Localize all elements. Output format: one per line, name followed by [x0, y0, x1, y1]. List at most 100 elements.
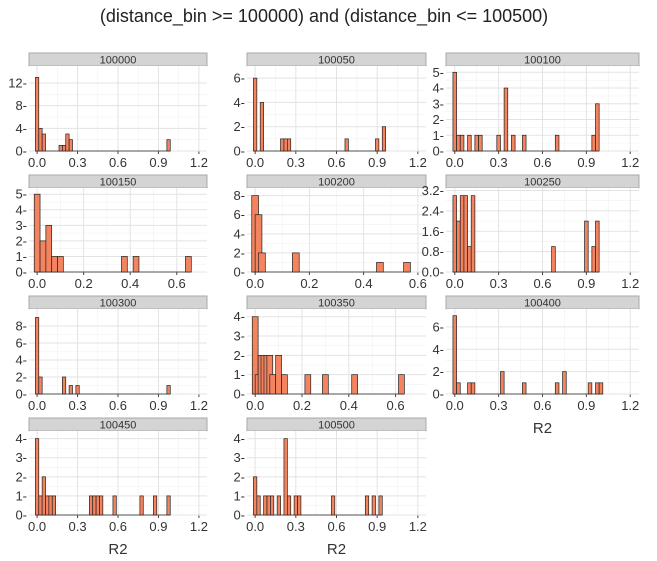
histogram-bar [297, 495, 302, 516]
histogram-bar [522, 134, 527, 152]
y-tick-label: 1- [233, 367, 245, 382]
x-tick-label: 0.6 [533, 155, 551, 170]
histogram-bar [554, 382, 560, 395]
histogram-bar [378, 495, 383, 516]
x-tick-label: 0.9 [577, 155, 595, 170]
x-tick-label: 0.9 [368, 519, 386, 534]
x-tick-label: 0.6 [109, 155, 127, 170]
histogram-bar [41, 476, 46, 516]
y-tick-label: 4- [233, 226, 245, 241]
histogram-bar [371, 495, 376, 516]
histogram-bar [375, 138, 380, 152]
facet-strip-label: 100500 [318, 420, 355, 432]
facet-panel-100300: 100300 0.0 0.3 0.6 0.9 1.2 0- 2- 4- 6- 8- [15, 295, 208, 413]
histogram-bar [39, 240, 47, 273]
x-tick-label: 0.0 [446, 155, 464, 170]
histogram-bar [459, 134, 465, 152]
histogram-bar [467, 382, 472, 395]
y-tick-label: 0- [432, 387, 444, 402]
y-tick-label: 4- [233, 95, 245, 110]
histogram-bar [478, 134, 483, 152]
x-tick-label: 0.9 [577, 276, 595, 291]
y-tick-label: 4- [233, 309, 245, 324]
histogram-bar [95, 495, 100, 516]
x-tick-label: 0.0 [246, 398, 264, 413]
y-tick-label: 1- [15, 249, 27, 264]
facet-strip-label: 100200 [318, 177, 355, 189]
y-tick-label: 2- [233, 348, 245, 363]
histogram-bar [62, 144, 67, 152]
x-tick-label: 0.6 [533, 276, 551, 291]
histogram-bar [166, 385, 171, 395]
y-tick-label: 1- [432, 128, 444, 143]
x-tick-label: 1.2 [621, 276, 639, 291]
y-tick-label: 3.2- [422, 183, 444, 198]
y-tick-label: 6- [15, 336, 27, 351]
histogram-bar [470, 382, 476, 395]
histogram-bar [452, 71, 457, 152]
x-tick-label: 0.6 [327, 155, 345, 170]
y-tick-label: 3- [15, 218, 27, 233]
facet-strip-label: 100250 [524, 177, 561, 189]
histogram-bar [595, 220, 600, 273]
facet-strip-label: 100400 [524, 298, 561, 310]
histogram-bar [459, 195, 465, 273]
y-tick-label: 8- [233, 188, 245, 203]
facet-strip-label: 100450 [100, 420, 137, 432]
x-axis-title: R2 [327, 541, 346, 558]
histogram-bar [522, 382, 527, 395]
histogram-bar [48, 495, 53, 516]
histogram-bar [598, 382, 604, 395]
facet-panel-100050: 100050 0.0 0.3 0.6 0.9 1.2 0- 2- 4- 6- [233, 52, 427, 170]
y-tick-label: 1- [15, 488, 27, 503]
y-tick-label: 0- [15, 508, 27, 523]
histogram-bar [38, 376, 43, 395]
x-axis-title: R2 [533, 420, 552, 437]
y-tick-label: 0.8- [422, 244, 444, 259]
facet-strip-label: 100100 [524, 55, 561, 67]
x-tick-label: 0.2 [75, 276, 93, 291]
x-tick-label: 0.0 [246, 155, 264, 170]
histogram-bar [351, 374, 358, 395]
x-tick-label: 0.3 [69, 519, 87, 534]
histogram-bar [276, 495, 281, 516]
x-tick-label: 0.6 [409, 276, 427, 291]
histogram-bar [281, 374, 288, 395]
x-axis-title: R2 [108, 541, 127, 558]
histogram-bar [153, 495, 158, 516]
histogram-bar [322, 374, 329, 395]
facet-panel-100350: 100350 0.0 0.2 0.4 0.6 0- 1- 2- 3- 4- [233, 295, 427, 413]
histogram-bar [35, 76, 40, 152]
histogram-bar [38, 495, 43, 516]
x-tick-label: 0.0 [28, 155, 46, 170]
histogram-bar [474, 134, 479, 152]
y-tick-label: 2- [432, 364, 444, 379]
y-tick-label: 2- [15, 233, 27, 248]
x-tick-label: 0.0 [28, 276, 46, 291]
y-tick-label: 0- [15, 144, 27, 159]
histogram-bar [381, 126, 387, 152]
histogram-bar [500, 371, 505, 395]
histogram-bar [595, 103, 600, 152]
y-tick-label: 0- [233, 144, 245, 159]
histogram-bar [259, 102, 264, 152]
x-tick-label: 1.2 [190, 519, 208, 534]
y-tick-label: 3- [15, 450, 27, 465]
x-tick-label: 0.4 [340, 398, 358, 413]
histogram-bar [269, 374, 277, 395]
histogram-bar [139, 495, 144, 516]
histogram-bar [253, 476, 258, 516]
x-tick-label: 0.3 [287, 519, 305, 534]
histogram-bar [275, 355, 282, 395]
histogram-bar [92, 495, 97, 516]
x-tick-label: 0.2 [293, 398, 311, 413]
histogram-bar [286, 138, 292, 152]
x-tick-label: 0.6 [387, 398, 405, 413]
histogram-bar [33, 193, 41, 273]
histogram-bar [591, 134, 596, 152]
y-tick-label: 4- [15, 202, 27, 217]
histogram-bar [121, 256, 128, 273]
x-tick-label: 0.3 [490, 276, 508, 291]
facet-strip-label: 100150 [100, 177, 137, 189]
